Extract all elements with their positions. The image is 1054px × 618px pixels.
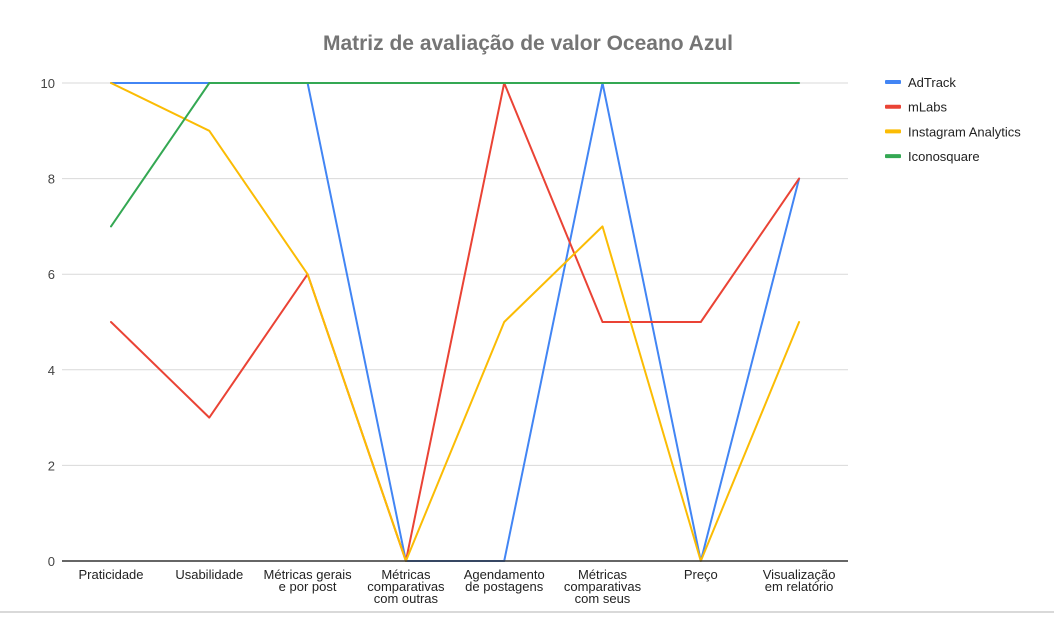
series-line-mlabs bbox=[110, 82, 801, 562]
x-tick-label-line: de postagens bbox=[465, 579, 544, 594]
x-tick-label-line: Agendamento bbox=[464, 567, 545, 582]
bottom-divider bbox=[0, 611, 1054, 613]
x-tick-label-line: Visualização bbox=[763, 567, 836, 582]
legend-item: AdTrack bbox=[885, 75, 956, 90]
legend-label: Iconosquare bbox=[908, 149, 980, 164]
y-tick-label: 10 bbox=[41, 76, 55, 91]
y-tick-label: 4 bbox=[48, 363, 55, 378]
x-tick-label-line: em relatório bbox=[765, 579, 834, 594]
x-tick-label: Métricas gerais e por post bbox=[264, 567, 353, 594]
legend-item: Iconosquare bbox=[885, 149, 980, 164]
series-line-iconosquare bbox=[110, 82, 801, 228]
x-tick-label-line: com outras bbox=[374, 591, 439, 606]
y-tick-label: 0 bbox=[48, 554, 55, 569]
x-tick-label-line: Métricas bbox=[578, 567, 628, 582]
legend-swatch bbox=[885, 104, 901, 109]
y-tick-label: 8 bbox=[48, 172, 55, 187]
x-tick-label: Métricas comparativas com outras bbox=[367, 567, 445, 606]
x-tick-label-line: Métricas bbox=[381, 567, 431, 582]
x-tick-label-line: Praticidade bbox=[78, 567, 143, 582]
x-tick-label: Métricas comparativas com seus bbox=[564, 567, 642, 606]
x-tick-label-line: com seus bbox=[575, 591, 631, 606]
y-tick-label: 6 bbox=[48, 267, 55, 282]
y-tick-label: 2 bbox=[48, 458, 55, 473]
legend-label: AdTrack bbox=[908, 75, 956, 90]
x-tick-label-line: Métricas gerais bbox=[264, 567, 353, 582]
legend-swatch bbox=[885, 129, 901, 134]
legend-item: Instagram Analytics bbox=[885, 124, 1021, 139]
legend-swatch bbox=[885, 80, 901, 84]
x-tick-label-line: comparativas bbox=[564, 579, 642, 594]
x-tick-label: Preço bbox=[684, 567, 718, 582]
legend-item: mLabs bbox=[885, 100, 948, 115]
legend-label: Instagram Analytics bbox=[908, 124, 1021, 139]
x-tick-label: Visualização em relatório bbox=[763, 567, 836, 594]
x-tick-label-line: Usabilidade bbox=[175, 567, 243, 582]
x-tick-label: Usabilidade bbox=[175, 567, 243, 582]
x-tick-label-line: comparativas bbox=[367, 579, 445, 594]
series-line-instagram-analytics bbox=[110, 82, 801, 562]
x-tick-label-line: Preço bbox=[684, 567, 718, 582]
legend-label: mLabs bbox=[908, 100, 948, 115]
x-tick-label: Agendamento de postagens bbox=[464, 567, 545, 594]
chart-title: Matriz de avaliação de valor Oceano Azul bbox=[323, 32, 733, 55]
x-tick-label-line: e por post bbox=[279, 579, 337, 594]
legend-swatch bbox=[885, 154, 901, 159]
x-tick-label: Praticidade bbox=[78, 567, 143, 582]
